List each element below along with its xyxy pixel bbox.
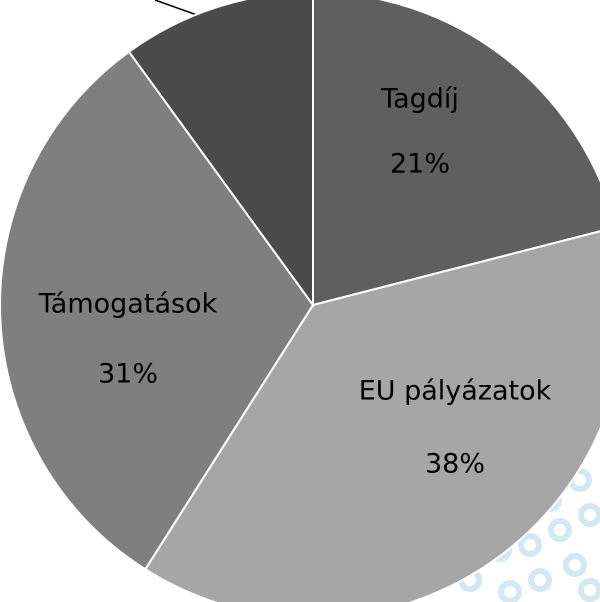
slice-value-label: 38% <box>425 449 485 480</box>
pie: Tagdíj 21% EU pályázatok 38% Támogatások 31% <box>0 0 600 602</box>
slice-category-label: EU pályázatok <box>359 376 552 407</box>
slice-category-label: Támogatások <box>38 289 218 320</box>
slice-value-label: 21% <box>390 149 450 180</box>
slice-value-label: 31% <box>98 359 158 390</box>
slice-category-label: Tagdíj <box>380 84 459 115</box>
page: Tagdíj21%EU pályázatok38%Támogatások31% … <box>0 0 600 602</box>
chart: Tagdíj 21% EU pályázatok 38% Támogatások 31% <box>0 0 600 602</box>
